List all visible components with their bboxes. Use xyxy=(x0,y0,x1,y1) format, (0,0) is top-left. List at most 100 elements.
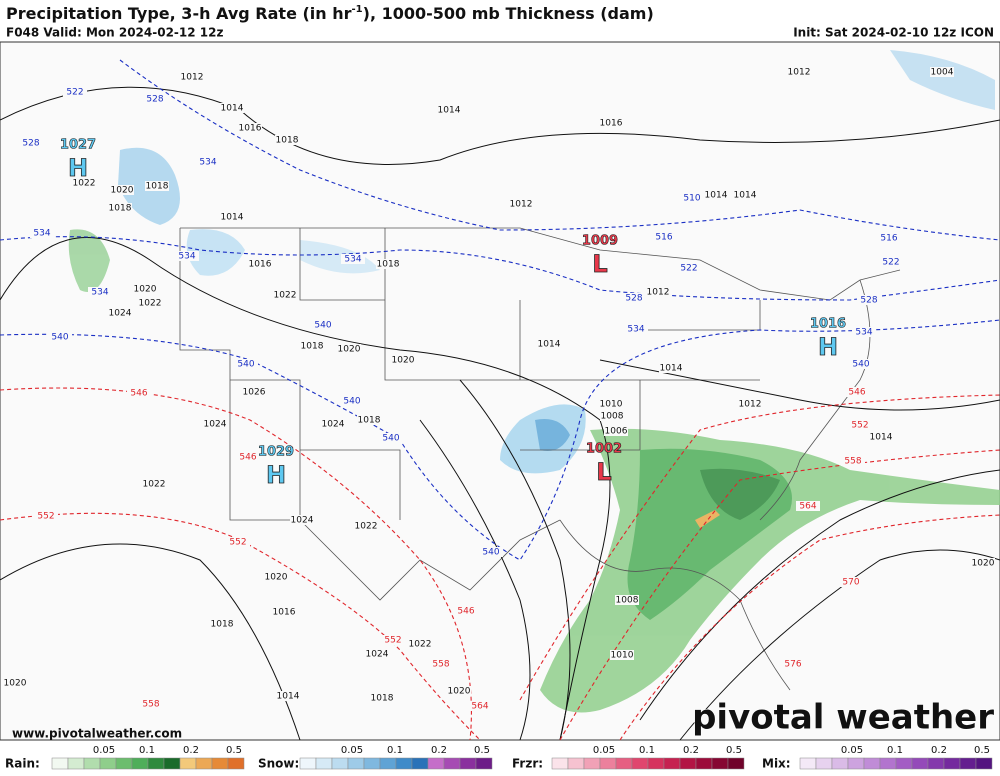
isobar-label-bg xyxy=(272,607,296,617)
thickness-label-bg xyxy=(857,295,881,305)
pressure-value: 1002 xyxy=(586,442,622,457)
isobar-label: 1022 xyxy=(143,480,166,490)
isobar-label: 1004 xyxy=(931,68,954,78)
thickness-label-bg xyxy=(381,635,405,645)
isobar xyxy=(639,469,1000,721)
legend-swatch xyxy=(443,757,461,770)
isobar-label-bg xyxy=(220,103,244,113)
legend-swatch xyxy=(599,757,617,770)
legend-swatch xyxy=(395,757,413,770)
thickness-label: 534 xyxy=(855,328,872,338)
legend-swatch xyxy=(975,757,993,770)
thickness-label: 522 xyxy=(680,264,697,274)
thickness-label: 540 xyxy=(314,321,331,331)
isobar-label: 1018 xyxy=(276,136,299,146)
isobar-label: 1020 xyxy=(265,573,288,583)
isobar-label-bg xyxy=(408,639,432,649)
thickness-label: 564 xyxy=(799,502,816,512)
thickness-label-bg xyxy=(848,420,872,430)
pressure-symbol: L xyxy=(596,458,611,486)
thickness-label: 534 xyxy=(91,288,108,298)
isobar-label-bg xyxy=(930,67,954,77)
title-end: ), 1000-500 mb Thickness (dam) xyxy=(363,4,654,23)
isobar-label-bg xyxy=(142,479,166,489)
thickness-label-bg xyxy=(234,359,258,369)
isobar-label-bg xyxy=(133,284,157,294)
pressure-value: 1016 xyxy=(810,317,846,332)
title-text: Precipitation Type, 3-h Avg Rate (in hr xyxy=(6,4,352,23)
isobar-label-bg xyxy=(357,415,381,425)
thickness-label-bg xyxy=(30,228,54,238)
thickness-label: 528 xyxy=(625,294,642,304)
isobar xyxy=(459,379,571,741)
legend-swatch xyxy=(927,757,945,770)
isobar-label-bg xyxy=(210,619,234,629)
isobar-label-bg xyxy=(659,363,683,373)
isobar-label-bg xyxy=(203,419,227,429)
isobar-label: 1020 xyxy=(972,559,995,569)
thickness-label: 522 xyxy=(882,258,899,268)
isobar-label: 1014 xyxy=(438,106,461,116)
rain-area xyxy=(68,229,110,292)
legend-tick: 0.05 xyxy=(341,745,363,756)
isobar-label: 1012 xyxy=(181,73,204,83)
isobar-label: 1014 xyxy=(734,191,757,201)
legend-swatch xyxy=(195,757,213,770)
pressure-symbol: L xyxy=(592,250,607,278)
legend-tick: 0.5 xyxy=(474,745,490,756)
thickness-label: 570 xyxy=(842,578,859,588)
thickness-label-bg xyxy=(845,387,869,397)
legend-swatch xyxy=(83,757,101,770)
thickness-line xyxy=(519,394,1000,701)
isobar-label-bg xyxy=(248,259,272,269)
thickness-label: 546 xyxy=(239,453,256,463)
legend-swatch xyxy=(459,757,477,770)
isobar-label: 1018 xyxy=(211,620,234,630)
legend-name: Mix: xyxy=(762,757,791,771)
isobar-label-bg xyxy=(108,308,132,318)
isobar-label-bg xyxy=(275,135,299,145)
thickness-label-bg xyxy=(196,157,220,167)
thickness-label-bg xyxy=(877,233,901,243)
isobar-label-bg xyxy=(599,118,623,128)
isobar-label-bg xyxy=(3,678,27,688)
legend-tick: 0.05 xyxy=(841,745,863,756)
isobar-label-bg xyxy=(604,426,628,436)
isobar-label: 1012 xyxy=(739,400,762,410)
legend-swatch xyxy=(347,757,365,770)
snow-area xyxy=(300,240,380,274)
thickness-label-bg xyxy=(454,606,478,616)
thickness-label: 546 xyxy=(848,388,865,398)
isobar-label-bg xyxy=(599,399,623,409)
border xyxy=(180,227,901,301)
legend-tick: 0.2 xyxy=(683,745,699,756)
isobar-label: 1020 xyxy=(111,186,134,196)
thickness-label-bg xyxy=(340,396,364,406)
thickness-label: 552 xyxy=(229,538,246,548)
legend-swatch xyxy=(799,757,817,770)
legend-tick: 0.1 xyxy=(887,745,903,756)
isobar-label-bg xyxy=(238,123,262,133)
isobar-label-bg xyxy=(437,105,461,115)
legend-swatch xyxy=(647,757,665,770)
legend-tick: 0.5 xyxy=(974,745,990,756)
legend-swatch xyxy=(67,757,85,770)
legend-swatch xyxy=(115,757,133,770)
thickness-label: 534 xyxy=(627,325,644,335)
isobar-label: 1010 xyxy=(611,651,634,661)
snow-area xyxy=(186,229,245,276)
isobar-label: 1012 xyxy=(647,288,670,298)
thickness-label-bg xyxy=(839,577,863,587)
isobar-label-bg xyxy=(108,203,132,213)
thickness-label-bg xyxy=(379,433,403,443)
map-area: 1012 1014 1016 1018 1018 1020 1022 1018 1014 1016… xyxy=(0,41,1000,741)
thickness-label: 540 xyxy=(237,360,254,370)
legend-swatch xyxy=(363,757,381,770)
legend-swatch xyxy=(711,757,729,770)
thickness-label-bg xyxy=(19,138,43,148)
legend-swatch xyxy=(427,757,445,770)
isobar xyxy=(0,86,1000,165)
isobar-label-bg xyxy=(869,432,893,442)
isobar-label-bg xyxy=(138,298,162,308)
